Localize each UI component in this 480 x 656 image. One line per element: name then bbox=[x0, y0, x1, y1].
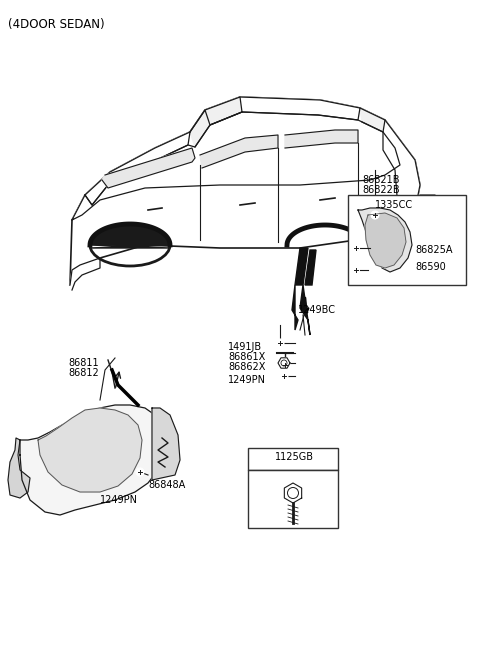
Text: 1125GB: 1125GB bbox=[275, 452, 314, 462]
Polygon shape bbox=[305, 250, 316, 285]
Polygon shape bbox=[72, 112, 400, 220]
Text: (4DOOR SEDAN): (4DOOR SEDAN) bbox=[8, 18, 105, 31]
Bar bbox=[348, 195, 466, 285]
Text: 1249PN: 1249PN bbox=[100, 495, 138, 505]
Circle shape bbox=[352, 244, 360, 252]
Polygon shape bbox=[200, 135, 278, 168]
Bar bbox=[248, 470, 338, 528]
Text: 86862X: 86862X bbox=[228, 362, 265, 372]
Bar bbox=[248, 448, 338, 470]
Polygon shape bbox=[190, 97, 242, 147]
Text: 86811: 86811 bbox=[68, 358, 98, 368]
Polygon shape bbox=[278, 358, 290, 368]
Text: 86848A: 86848A bbox=[148, 480, 185, 490]
Text: 86861X: 86861X bbox=[228, 352, 265, 362]
Polygon shape bbox=[365, 213, 406, 268]
Polygon shape bbox=[285, 130, 358, 148]
Polygon shape bbox=[240, 97, 360, 120]
Polygon shape bbox=[20, 405, 165, 515]
Circle shape bbox=[352, 266, 360, 274]
Polygon shape bbox=[102, 148, 195, 188]
Circle shape bbox=[281, 361, 289, 369]
Polygon shape bbox=[383, 120, 420, 225]
Polygon shape bbox=[292, 285, 298, 330]
Circle shape bbox=[136, 468, 144, 476]
Polygon shape bbox=[38, 408, 142, 492]
Polygon shape bbox=[8, 438, 30, 498]
Polygon shape bbox=[85, 132, 190, 205]
Text: 1249BC: 1249BC bbox=[298, 305, 336, 315]
Text: 86812: 86812 bbox=[68, 368, 99, 378]
Polygon shape bbox=[90, 224, 170, 248]
Polygon shape bbox=[295, 248, 308, 285]
Polygon shape bbox=[360, 108, 385, 132]
Circle shape bbox=[280, 372, 288, 380]
Text: 86821B: 86821B bbox=[362, 175, 399, 185]
Polygon shape bbox=[300, 285, 310, 335]
Polygon shape bbox=[70, 97, 420, 285]
Text: 1249PN: 1249PN bbox=[228, 375, 266, 385]
Text: 86590: 86590 bbox=[415, 262, 446, 272]
Circle shape bbox=[371, 211, 379, 219]
Polygon shape bbox=[284, 483, 301, 503]
Polygon shape bbox=[152, 408, 180, 480]
Polygon shape bbox=[358, 208, 412, 272]
Circle shape bbox=[276, 339, 284, 347]
Text: 1491JB: 1491JB bbox=[228, 342, 262, 352]
Text: 1335CC: 1335CC bbox=[375, 200, 413, 210]
Text: 86822B: 86822B bbox=[362, 185, 400, 195]
Text: 86825A: 86825A bbox=[415, 245, 453, 255]
Polygon shape bbox=[70, 258, 100, 290]
